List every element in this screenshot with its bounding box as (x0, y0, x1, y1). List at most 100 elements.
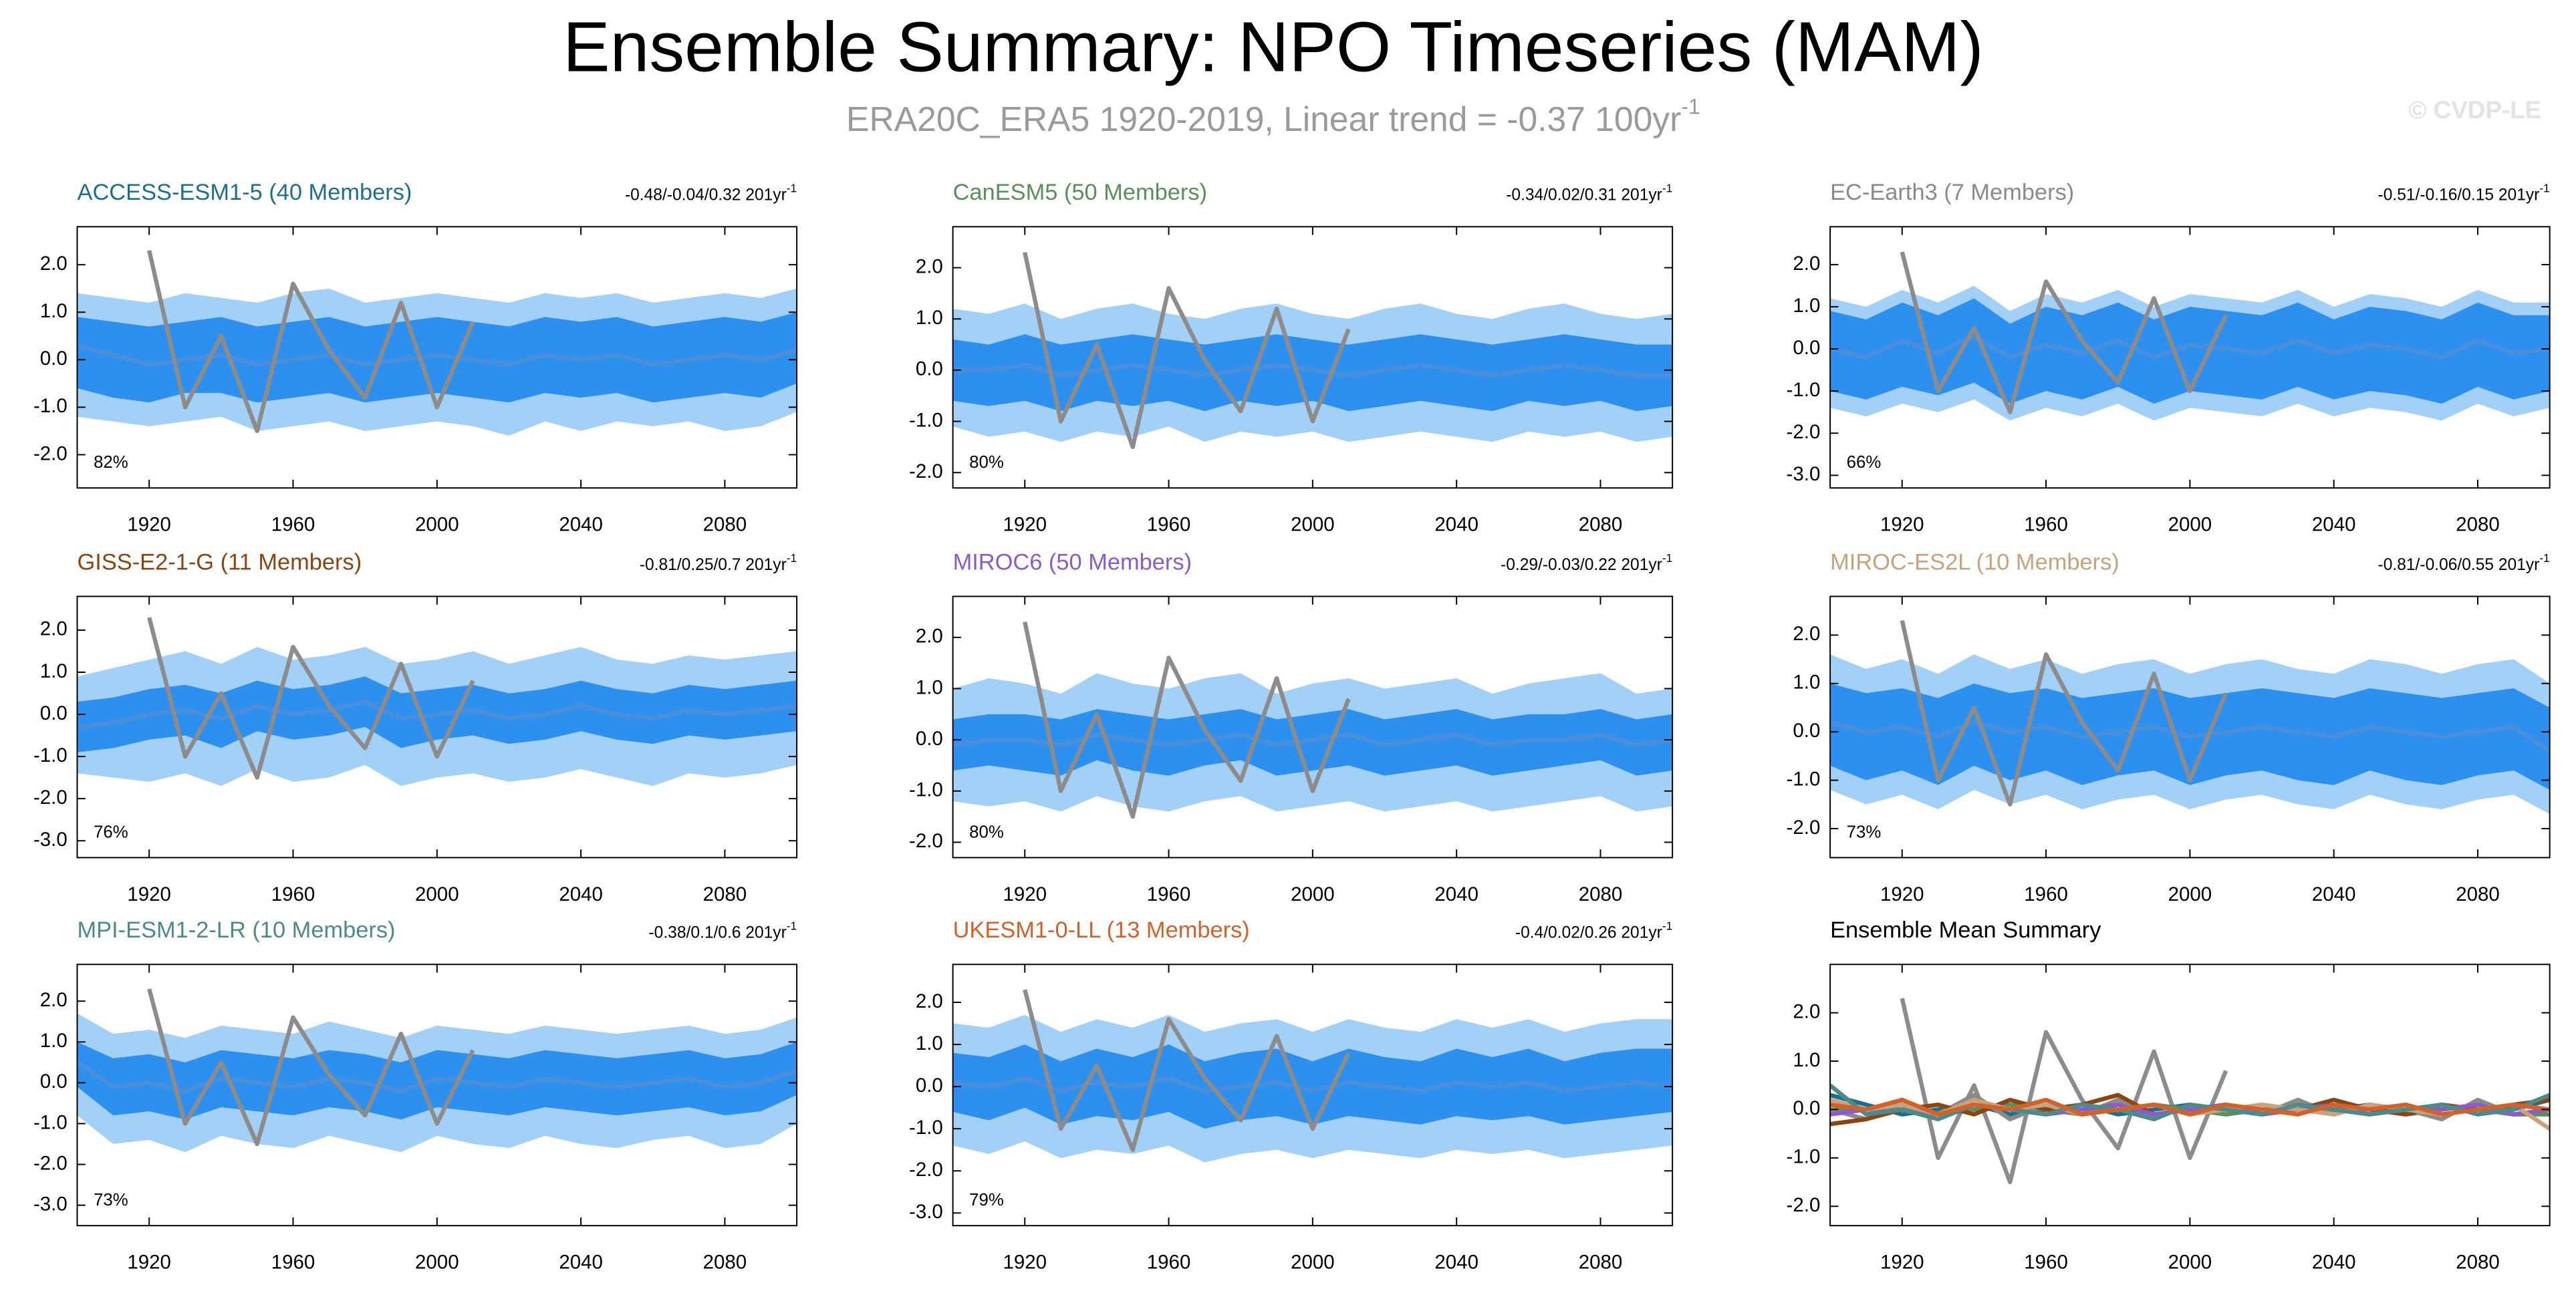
x-tick-label: 1920 (1880, 514, 1924, 536)
y-tick-label: -1.0 (909, 409, 943, 431)
x-tick-label: 2040 (2312, 514, 2356, 536)
panel-annotation: 80% (969, 823, 1004, 841)
y-tick-label: 1.0 (916, 1032, 943, 1054)
panel-stats: -0.34/0.02/0.31 201yr-1 (1506, 181, 1672, 204)
stats-exponent: -1 (1662, 551, 1672, 565)
x-tick-label: 2000 (2168, 883, 2212, 905)
panel: 2.0 1.0 0.0 -1.0 -2.0 1920 1960 2000 2040 2080 MIR… (1787, 549, 2551, 905)
series-line (1900, 620, 2228, 807)
panel-title: UKESM1-0-LL (13 Members) (953, 917, 1250, 943)
series-line (1023, 621, 1351, 819)
series-line (1830, 334, 2550, 360)
series-line (1830, 1083, 2550, 1122)
y-tick-label: -2.0 (1787, 421, 1821, 443)
stats-text: -0.38/0.1/0.6 201yr (648, 923, 786, 942)
y-tick-label: 2.0 (916, 255, 943, 277)
y-tick-label: -3.0 (33, 829, 68, 851)
y-tick-label: 1.0 (916, 307, 943, 329)
y-tick-label: 0.0 (1793, 1097, 1820, 1119)
y-tick-label: -1.0 (1787, 379, 1821, 401)
y-tick-label: 2.0 (40, 253, 68, 275)
y-tick-label: 1.0 (1793, 672, 1820, 694)
y-tick-label: -1.0 (1787, 1146, 1821, 1168)
y-tick-label: 0.0 (1793, 720, 1820, 742)
stats-text: -0.4/0.02/0.26 201yr (1515, 923, 1662, 942)
figure-subtitle: ERA20C_ERA5 1920-2019, Linear trend = -0… (846, 95, 1700, 138)
y-tick-label: -1.0 (33, 744, 68, 766)
panel-annotation: 73% (1847, 823, 1882, 841)
x-tick-label: 1960 (271, 514, 315, 536)
panel-stats: -0.51/-0.16/0.15 201yr-1 (2378, 181, 2550, 204)
stats-text: -0.81/0.25/0.7 201yr (640, 555, 787, 573)
x-tick-label: 1920 (1003, 514, 1047, 536)
plot-area (77, 617, 797, 786)
stats-exponent: -1 (787, 551, 797, 565)
panel-stats: -0.29/-0.03/0.22 201yr-1 (1501, 551, 1672, 574)
panel: 2.0 1.0 0.0 -1.0 -2.0 1920 1960 2000 2040 2080 Can… (909, 180, 1674, 536)
x-tick-label: 2040 (1434, 1252, 1478, 1274)
y-tick-label: -3.0 (909, 1201, 943, 1223)
x-tick-label: 1920 (1880, 883, 1924, 905)
panel-stats: -0.38/0.1/0.6 201yr-1 (648, 919, 797, 942)
x-tick-label: 2040 (559, 1252, 603, 1274)
y-tick-label: 0.0 (916, 728, 943, 750)
x-tick-label: 1920 (1003, 883, 1047, 905)
series-line (147, 250, 475, 434)
panel: 2.0 1.0 0.0 -1.0 -2.0 1920 1960 2000 2040 2080 MIR… (909, 549, 1674, 905)
plot-area (952, 989, 1673, 1163)
panel-title: Ensemble Mean Summary (1830, 917, 2101, 943)
x-tick-label: 1960 (2024, 1252, 2068, 1274)
y-tick-label: -2.0 (1787, 817, 1821, 839)
y-tick-label: 2.0 (40, 618, 68, 640)
series-line (952, 363, 1673, 378)
y-tick-label: -2.0 (33, 442, 68, 464)
panel-stats: -0.48/-0.04/0.32 201yr-1 (625, 181, 797, 204)
x-tick-label: 2000 (1291, 514, 1335, 536)
x-tick-label: 2080 (2456, 1252, 2500, 1274)
y-tick-label: 1.0 (40, 660, 68, 682)
panel-title: GISS-E2-1-G (11 Members) (78, 549, 362, 575)
x-tick-label: 1960 (271, 1252, 315, 1274)
subtitle-text: ERA20C_ERA5 1920-2019, Linear trend = -0… (846, 100, 1681, 138)
figure-title: Ensemble Summary: NPO Timeseries (MAM) (563, 8, 1984, 87)
band (77, 312, 797, 403)
y-tick-label: 0.0 (916, 358, 943, 380)
stats-exponent: -1 (1662, 181, 1672, 194)
x-tick-label: 2080 (703, 514, 747, 536)
y-tick-label: 2.0 (40, 989, 68, 1011)
y-tick-label: 0.0 (916, 1074, 943, 1097)
y-tick-label: 1.0 (1793, 1049, 1820, 1071)
x-tick-label: 2080 (2456, 883, 2500, 905)
y-tick-label: 2.0 (916, 625, 943, 648)
panel-annotation: 76% (94, 823, 128, 841)
y-tick-label: 0.0 (40, 1070, 68, 1093)
x-tick-label: 1960 (271, 883, 315, 905)
panel-annotation: 66% (1847, 453, 1882, 472)
series-line (1900, 998, 2228, 1185)
panel-stats: -0.81/-0.06/0.55 201yr-1 (2378, 551, 2550, 574)
x-tick-label: 1920 (127, 1252, 171, 1274)
panel-title: MIROC-ES2L (10 Members) (1830, 549, 2119, 575)
x-tick-label: 2040 (2312, 883, 2356, 905)
band (952, 334, 1673, 412)
plot-area (77, 988, 797, 1153)
plot-area (77, 250, 797, 436)
y-tick-label: 0.0 (40, 347, 68, 370)
x-tick-label: 2080 (703, 1252, 747, 1274)
series-line (77, 699, 797, 730)
y-tick-label: 1.0 (40, 1030, 68, 1052)
x-tick-label: 2000 (1291, 883, 1335, 905)
plot-area (952, 251, 1673, 450)
series-line (952, 732, 1673, 748)
y-tick-label: -1.0 (33, 395, 68, 417)
panel: 2.0 1.0 0.0 -1.0 -2.0 1920 1960 2000 2040 2080 ACC… (33, 180, 798, 536)
series-line (1830, 1097, 2550, 1117)
series-line (147, 988, 475, 1147)
series-line (1900, 251, 2228, 414)
panel: 2.0 1.0 0.0 -1.0 -2.0 1920 1960 2000 2040 2080 Ens… (1787, 917, 2551, 1274)
watermark: © CVDP-LE (2408, 96, 2541, 124)
y-tick-label: -1.0 (909, 779, 943, 801)
stats-exponent: -1 (787, 919, 797, 932)
panel-annotation: 73% (94, 1191, 128, 1209)
